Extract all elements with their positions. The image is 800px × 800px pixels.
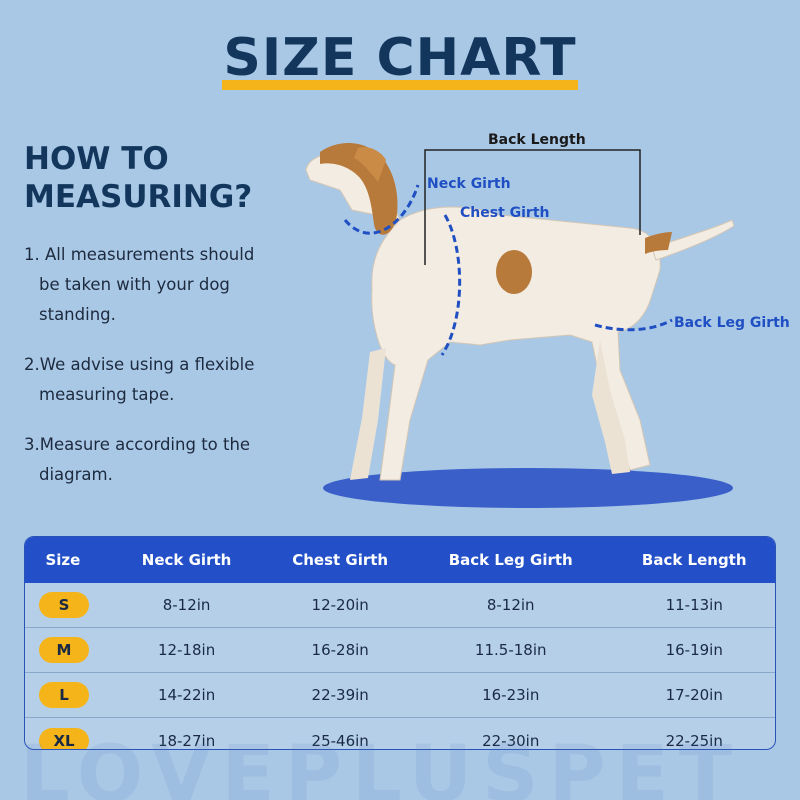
chest-girth-label: Chest Girth — [460, 205, 550, 221]
floor-shadow — [323, 468, 733, 508]
table-row: L 14-22in 22-39in 16-23in 17-20in — [25, 673, 775, 718]
dog-silhouette — [305, 142, 735, 481]
cell-leg: 8-12in — [486, 596, 535, 614]
how-to-heading: HOW TO MEASURING? — [24, 140, 314, 216]
step-line: diagram. — [39, 465, 113, 484]
cell-back: 22-25in — [665, 731, 723, 750]
how-to-heading-line2: MEASURING? — [24, 179, 253, 215]
cell-chest: 12-20in — [311, 596, 369, 614]
back-leg-girth-line — [594, 318, 673, 332]
step-1: 1. All measurements should be taken with… — [24, 240, 289, 330]
chest-girth-line — [440, 214, 462, 356]
cell-leg: 22-30in — [482, 731, 540, 750]
cell-neck: 8-12in — [162, 596, 211, 614]
size-table: Size Neck Girth Chest Girth Back Leg Gir… — [24, 536, 776, 750]
table-header: Size Neck Girth Chest Girth Back Leg Gir… — [25, 537, 775, 583]
step-3: 3.Measure according to the diagram. — [24, 430, 289, 490]
cell-neck: 18-27in — [157, 731, 216, 750]
cell-chest: 25-46in — [311, 731, 369, 750]
dog-measurement-diagram: Back Length Neck Girth Chest Girth Back … — [300, 120, 800, 520]
table-row: M 12-18in 16-28in 11.5-18in 16-19in — [25, 628, 775, 673]
cell-back: 17-20in — [665, 686, 723, 704]
size-badge: XL — [39, 727, 89, 749]
step-line: measuring tape. — [39, 385, 175, 404]
cell-neck: 12-18in — [157, 641, 216, 659]
cell-leg: 11.5-18in — [474, 641, 547, 659]
step-line: standing. — [39, 305, 116, 324]
step-line: 1. All measurements should — [24, 245, 255, 264]
cell-neck: 14-22in — [157, 686, 216, 704]
page-title: SIZE CHART — [223, 28, 577, 88]
dog-spot — [496, 250, 532, 294]
cell-leg: 16-23in — [482, 686, 540, 704]
header-size: Size — [45, 551, 81, 569]
table-row: S 8-12in 12-20in 8-12in 11-13in — [25, 583, 775, 628]
title-underline — [222, 80, 578, 90]
back-length-label: Back Length — [488, 132, 586, 148]
neck-girth-line — [343, 184, 420, 235]
dog-illustration — [305, 142, 735, 508]
cell-chest: 22-39in — [311, 686, 369, 704]
step-line: be taken with your dog — [39, 275, 230, 294]
header-back-length: Back Length — [641, 551, 747, 569]
size-badge: L — [39, 682, 89, 708]
cell-chest: 16-28in — [311, 641, 369, 659]
step-line: 3.Measure according to the — [24, 435, 251, 454]
header-neck-girth: Neck Girth — [141, 551, 232, 569]
neck-girth-label: Neck Girth — [427, 176, 511, 192]
header-chest-girth: Chest Girth — [292, 551, 389, 569]
cell-back: 16-19in — [665, 641, 723, 659]
table-row: XL 18-27in 25-46in 22-30in 22-25in — [25, 718, 775, 750]
header-back-leg-girth: Back Leg Girth — [448, 551, 573, 569]
step-2: 2.We advise using a flexible measuring t… — [24, 350, 289, 410]
size-badge: S — [39, 592, 89, 618]
measure-steps: 1. All measurements should be taken with… — [24, 240, 289, 510]
cell-back: 11-13in — [665, 596, 723, 614]
how-to-heading-line1: HOW TO — [24, 141, 169, 177]
back-length-line — [424, 149, 641, 265]
size-badge: M — [39, 637, 89, 663]
step-line: 2.We advise using a flexible — [24, 355, 255, 374]
back-leg-girth-label: Back Leg Girth — [674, 315, 790, 331]
